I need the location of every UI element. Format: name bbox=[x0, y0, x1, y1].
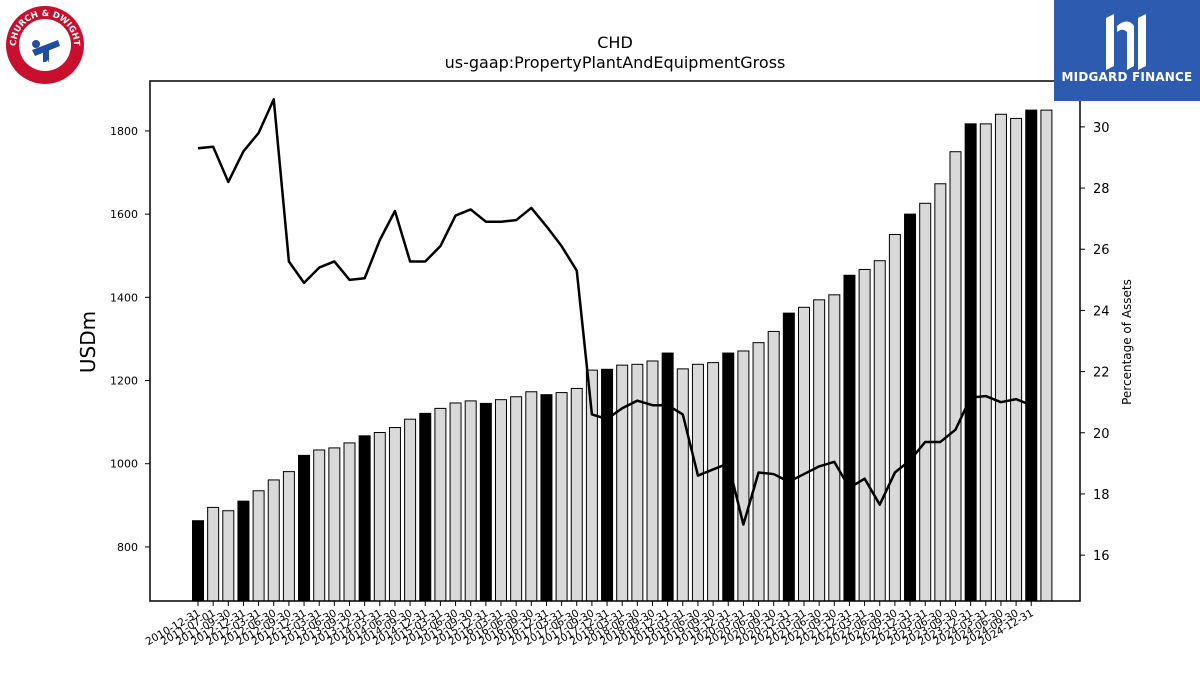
midgard-finance-logo: MIDGARD FINANCE bbox=[1054, 0, 1200, 101]
bar bbox=[646, 360, 659, 602]
bar bbox=[313, 449, 326, 602]
bar bbox=[949, 151, 962, 602]
bar bbox=[282, 471, 295, 602]
percentage-line bbox=[197, 98, 1032, 526]
bar bbox=[813, 299, 826, 602]
y2-tick-label: 18 bbox=[1093, 488, 1110, 503]
bar bbox=[904, 213, 917, 602]
y-tick-label: 800 bbox=[117, 541, 138, 554]
bar bbox=[540, 394, 553, 602]
bar bbox=[767, 330, 780, 602]
bar bbox=[434, 407, 447, 602]
bar bbox=[737, 350, 750, 602]
bar bbox=[358, 435, 371, 602]
svg-text:CO., INC.: CO., INC. bbox=[24, 53, 66, 69]
bar bbox=[676, 368, 689, 602]
bar bbox=[843, 274, 856, 602]
y-tick-label: 1800 bbox=[110, 125, 138, 138]
bar bbox=[328, 447, 341, 602]
y2-tick-label: 24 bbox=[1093, 304, 1110, 319]
bar bbox=[601, 368, 614, 602]
y2-axis-label: Percentage of Assets bbox=[1120, 279, 1134, 405]
y2-tick-label: 26 bbox=[1093, 243, 1110, 258]
bar bbox=[1010, 117, 1023, 602]
bar bbox=[237, 500, 250, 602]
y-axis-label: USDm bbox=[76, 310, 100, 374]
y2-tick-label: 22 bbox=[1093, 366, 1110, 381]
bar bbox=[373, 432, 386, 602]
bar bbox=[252, 490, 265, 602]
bar bbox=[267, 479, 280, 602]
bar bbox=[525, 391, 538, 602]
plot-frame bbox=[149, 80, 1081, 602]
bar bbox=[1040, 109, 1053, 602]
bar bbox=[479, 402, 492, 602]
bar bbox=[919, 202, 932, 602]
bar bbox=[707, 362, 720, 602]
bar bbox=[555, 392, 568, 602]
y-tick-label: 1600 bbox=[110, 208, 138, 221]
bar bbox=[616, 364, 629, 602]
bar bbox=[192, 520, 204, 602]
bar bbox=[873, 260, 886, 602]
bar bbox=[510, 396, 523, 602]
bar bbox=[343, 442, 356, 602]
church-dwight-logo: CHURCH & DWIGHT CO., INC. bbox=[4, 4, 86, 86]
chart-subtitle: us-gaap:PropertyPlantAndEquipmentGross bbox=[444, 53, 786, 72]
bar bbox=[207, 506, 220, 602]
bar bbox=[661, 352, 674, 602]
bar bbox=[691, 363, 704, 602]
bar bbox=[828, 294, 841, 602]
bar bbox=[419, 412, 432, 602]
bar bbox=[979, 123, 992, 602]
y2-tick-label: 20 bbox=[1093, 427, 1110, 442]
y2-tick-label: 28 bbox=[1093, 182, 1110, 197]
bar bbox=[388, 427, 401, 602]
bar bbox=[994, 113, 1007, 602]
bar bbox=[798, 306, 810, 602]
bar bbox=[404, 418, 417, 602]
bar bbox=[782, 312, 795, 602]
bar bbox=[222, 510, 235, 602]
bar bbox=[888, 234, 901, 602]
bar bbox=[495, 399, 507, 602]
bar bbox=[298, 454, 311, 602]
y-tick-label: 1400 bbox=[110, 291, 138, 304]
bar bbox=[449, 402, 462, 602]
bar bbox=[858, 268, 871, 602]
midgard-brand-text: MIDGARD FINANCE bbox=[1061, 70, 1193, 84]
bar bbox=[964, 123, 977, 602]
bar bbox=[570, 387, 583, 602]
y2-tick-label: 30 bbox=[1093, 121, 1110, 136]
y2-tick-label: 16 bbox=[1093, 549, 1110, 564]
y-tick-label: 1000 bbox=[110, 458, 138, 471]
bar bbox=[1025, 109, 1038, 602]
bar bbox=[934, 183, 947, 602]
chart-title: CHD bbox=[597, 33, 633, 52]
bar bbox=[464, 400, 477, 602]
y-tick-label: 1200 bbox=[110, 375, 138, 388]
